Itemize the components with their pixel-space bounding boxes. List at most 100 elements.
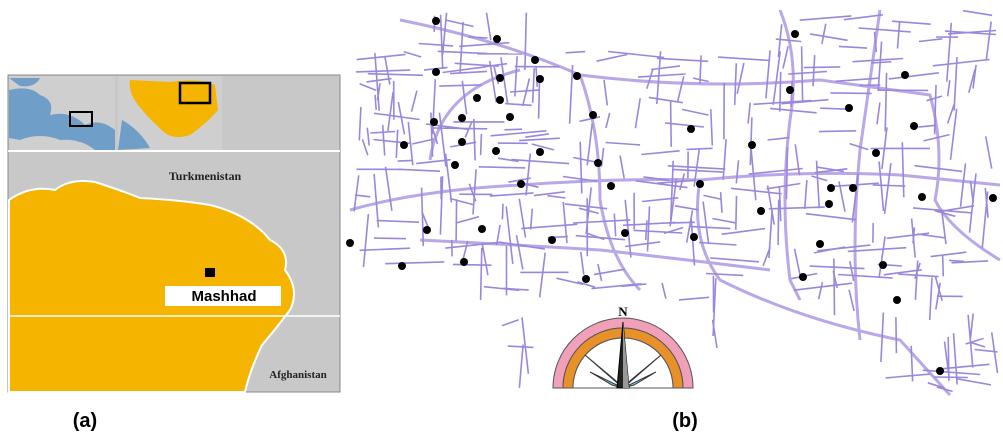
city-label: Mashhad: [191, 288, 256, 305]
station-dot: [496, 74, 504, 82]
street: [562, 175, 598, 183]
street: [883, 163, 892, 214]
street: [385, 261, 445, 265]
street: [605, 141, 641, 146]
street: [384, 56, 391, 85]
street: [815, 160, 821, 209]
street: [508, 177, 531, 183]
street: [967, 314, 974, 368]
street: [772, 51, 781, 105]
street: [938, 363, 990, 370]
station-dot: [594, 159, 602, 167]
street: [366, 77, 392, 83]
street: [468, 36, 488, 39]
street: [878, 161, 885, 212]
street: [692, 77, 709, 83]
street: [651, 65, 681, 71]
street: [674, 205, 699, 211]
street: [812, 55, 816, 87]
street: [637, 73, 686, 78]
street: [777, 24, 783, 58]
station-dot: [458, 114, 466, 122]
station-dot: [936, 367, 944, 375]
station-dot: [460, 258, 468, 266]
station-dot: [432, 17, 440, 25]
station-dot: [536, 148, 544, 156]
station-dot: [687, 125, 695, 133]
station-dot: [621, 229, 629, 237]
locator-map: Mashhad Turkmenistan Afghanistan: [7, 74, 341, 393]
street: [497, 157, 519, 163]
street: [485, 12, 492, 41]
street: [384, 166, 393, 211]
street: [835, 77, 879, 83]
street: [781, 98, 829, 105]
street: [878, 236, 886, 278]
street: [817, 282, 824, 300]
street: [597, 263, 603, 282]
stations: [346, 17, 997, 375]
street: [678, 296, 710, 301]
street: [805, 212, 856, 221]
street: [852, 57, 904, 63]
street: [603, 79, 609, 106]
street: [478, 166, 526, 169]
street: [635, 180, 688, 189]
street: [490, 130, 547, 137]
street: [622, 221, 676, 227]
street: [438, 112, 447, 167]
station-dot: [493, 35, 501, 43]
street: [479, 247, 483, 301]
street: [843, 14, 883, 21]
street: [524, 12, 528, 71]
street: [525, 153, 532, 196]
street: [593, 268, 625, 276]
street: [624, 199, 632, 258]
street: [705, 272, 744, 277]
street: [712, 217, 736, 224]
station-dot: [696, 180, 704, 188]
street: [962, 9, 993, 17]
street: [418, 42, 454, 47]
street: [851, 172, 859, 223]
street: [481, 242, 489, 276]
main-road: [853, 9, 882, 341]
water: [118, 120, 150, 150]
street: [353, 175, 360, 212]
water: [9, 78, 40, 87]
street: [519, 137, 560, 142]
street: [452, 263, 492, 266]
station-dot: [799, 273, 807, 281]
street: [356, 53, 406, 61]
street: [373, 173, 380, 228]
street: [849, 142, 869, 151]
street: [877, 41, 883, 91]
street: [799, 15, 852, 21]
street: [969, 341, 986, 348]
street: [679, 173, 686, 191]
street: [366, 127, 370, 146]
street: [421, 211, 429, 228]
street: [359, 82, 377, 92]
street: [373, 112, 420, 121]
station-dot: [757, 207, 765, 215]
station-dot: [827, 184, 835, 192]
street: [880, 312, 885, 363]
street: [779, 71, 782, 112]
street: [871, 61, 892, 64]
station-dot: [496, 96, 504, 104]
street: [643, 176, 670, 182]
street: [809, 265, 865, 270]
street: [838, 45, 868, 49]
street: [361, 139, 369, 156]
street: [387, 91, 394, 132]
street: [501, 319, 520, 327]
caption: (b): [672, 410, 698, 432]
street: [821, 23, 827, 45]
station-dot: [432, 68, 440, 76]
street: [374, 94, 377, 110]
station-dot: [690, 233, 698, 241]
street: [505, 102, 532, 107]
station-dot: [849, 184, 857, 192]
street: [794, 144, 801, 176]
